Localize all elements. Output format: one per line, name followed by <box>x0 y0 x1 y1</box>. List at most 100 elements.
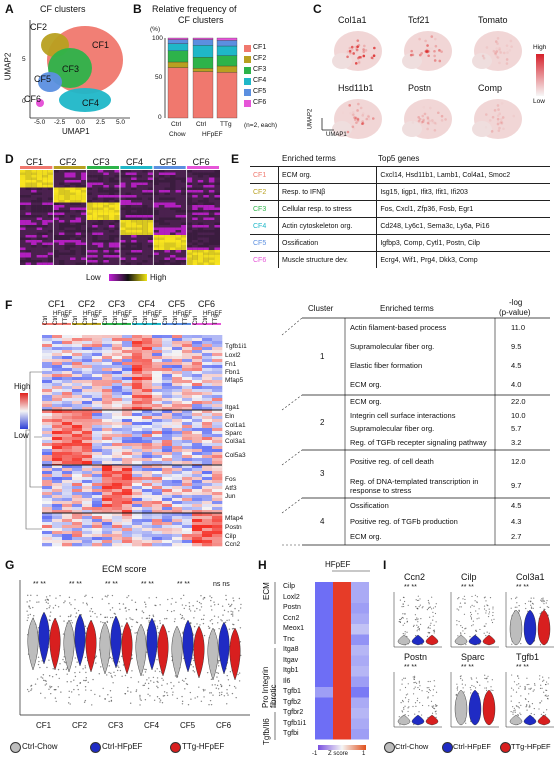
subcluster-col-label: TTg <box>213 314 219 325</box>
zscore-gene-label: Tnc <box>283 635 295 643</box>
subcluster-hfpef-label: HFpEF <box>53 311 73 317</box>
zscore-scale-max: 1 <box>362 751 366 757</box>
gene-violin <box>454 634 468 646</box>
panel-letter-d: D <box>5 152 14 166</box>
ecm-legend-label: Ctrl-Chow <box>22 742 58 751</box>
umap-label-cf4: CF4 <box>82 98 100 108</box>
ecm-sig-label: ns ns <box>213 581 230 588</box>
feature-high-label: High <box>533 44 547 51</box>
subcluster-col-label: TTg <box>153 314 159 325</box>
subcluster-gene-label: Postn <box>225 524 242 531</box>
subcluster-gene-label: Fos <box>225 476 236 483</box>
umap-xtick: 0.0 <box>76 119 86 126</box>
subcluster-label: CF5 <box>168 299 186 309</box>
feature-umap-hsd11b1 <box>332 99 382 139</box>
subcluster-label: CF1 <box>48 299 66 309</box>
subcluster-gene-label: Mfap5 <box>225 377 244 384</box>
freq-group-chow: Chow <box>169 131 186 138</box>
umap-xtick: 2.5 <box>96 119 106 126</box>
enrich-term: Cellular resp. to stress <box>278 200 378 218</box>
ecm-violin <box>49 617 61 671</box>
terms-header-enriched: Enriched terms <box>380 304 434 313</box>
gene-violin-sig: ** ** <box>404 664 417 671</box>
subcluster-gene-label: Col3a1 <box>225 438 246 445</box>
enrich-table: CF1 ECM org. Cxcl14, Hsd11b1, Lamb1, Col4a… <box>250 166 550 268</box>
terms-cluster-id: 1 <box>320 351 325 361</box>
terms-header-cluster: Cluster <box>308 304 334 313</box>
gene-violin-sig: ** ** <box>461 584 474 591</box>
zscore-gene-label: Tgfb1 <box>283 688 301 695</box>
enrich-row: CF2 Resp. to IFNβ Isg15, Iigp1, Ifit3, Ifi… <box>250 183 550 201</box>
subcluster-col-label: TTg <box>183 314 189 325</box>
ecm-violin <box>135 623 147 677</box>
gene-violin-sig: ** ** <box>461 664 474 671</box>
terms-pvalue: 2.7 <box>511 532 522 542</box>
dge-cluster-label: CF6 <box>192 157 210 167</box>
ecm-violin <box>182 619 194 673</box>
enrich-cluster: CF1 <box>250 166 279 184</box>
enrich-genes: Igfbp3, Comp, Cytl1, Postn, Cilp <box>376 234 550 252</box>
panel-letter-a: A <box>5 2 14 16</box>
gene-violin-title: Sparc <box>461 652 485 662</box>
freq-xtick: TTg <box>220 121 232 128</box>
subcluster-gene-label: Fn1 <box>225 361 237 368</box>
ecm-violin <box>74 613 86 667</box>
gene-legend-label: Ctrl-Chow <box>395 742 429 751</box>
feature-umap1: UMAP1 <box>326 132 347 138</box>
umap-xlabel: UMAP1 <box>62 127 90 136</box>
freq-bar-seg <box>192 37 214 40</box>
umap-label-cf1: CF1 <box>92 40 110 50</box>
terms-pvalue: 11.0 <box>511 322 526 332</box>
gene-violin-sig: ** ** <box>404 584 417 591</box>
freq-bar-seg <box>216 72 238 119</box>
ecm-legend-dot <box>90 742 101 753</box>
freq-legend-label: CF6 <box>253 99 267 106</box>
subcluster-col-label: Ctrl <box>113 315 119 325</box>
subcluster-high-label: High <box>14 382 31 391</box>
subcluster-col-label: Ctrl <box>143 315 149 325</box>
feature-gene-label: Postn <box>408 83 432 93</box>
zscore-gene-label: Itgav <box>283 656 299 664</box>
subcluster-gene-label: Fbn1 <box>225 369 240 376</box>
panel-letter-b: B <box>133 2 142 16</box>
subcluster-col-label: TTg <box>63 314 69 325</box>
ecm-violin <box>110 615 122 669</box>
freq-legend-swatch <box>244 56 251 63</box>
freq-ytick: 50 <box>155 74 163 81</box>
subcluster-col-label: Ctrl <box>43 315 49 325</box>
feature-umap-tcf21 <box>402 31 452 71</box>
enrich-row: CF1 ECM org. Cxcl14, Hsd11b1, Lamb1, Col4a… <box>250 166 550 184</box>
dge-cluster-label: CF3 <box>92 157 110 167</box>
ecm-sig-label: ** ** <box>69 581 82 588</box>
ecm-sig-label: ** ** <box>141 581 154 588</box>
freq-legend-swatch <box>244 100 251 107</box>
subcluster-gene-label: Atf3 <box>225 485 237 492</box>
terms-term: ECM org. <box>350 532 382 542</box>
gene-violin <box>411 634 425 646</box>
terms-header-p2: (p-value) <box>499 308 531 317</box>
enrich-genes: Fos, Cxcl1, Zfp36, Fosb, Egr1 <box>376 200 550 218</box>
umap-label-cf5: CF5 <box>34 74 52 84</box>
terms-pvalue: 4.3 <box>511 516 522 526</box>
ecm-violin <box>27 617 39 671</box>
gene-legend-dot <box>500 742 511 753</box>
gene-violin <box>537 714 551 726</box>
feature-umap-postn <box>402 99 452 139</box>
umap-cf2 <box>41 33 69 57</box>
gene-violin <box>397 714 411 726</box>
ecm-legend-label: TTg-HFpEF <box>182 742 225 751</box>
terms-cluster-id: 4 <box>320 516 325 526</box>
subcluster-label: CF3 <box>108 299 126 309</box>
gene-violin <box>425 634 439 646</box>
enrich-term: Resp. to IFNβ <box>278 183 378 201</box>
terms-term: Integrin cell surface interactions <box>350 410 456 420</box>
terms-pvalue: 5.7 <box>511 424 522 434</box>
subcluster-gene-label: Cilp <box>225 533 237 540</box>
feature-umap-col1a1 <box>332 31 382 71</box>
gene-violin <box>468 689 482 726</box>
freq-bar-seg <box>216 45 238 56</box>
ecm-violin <box>121 621 133 675</box>
subcluster-col-label: Ctrl <box>173 315 179 325</box>
ecm-violin <box>63 619 75 673</box>
feature-gene-label: Tomato <box>478 15 508 25</box>
